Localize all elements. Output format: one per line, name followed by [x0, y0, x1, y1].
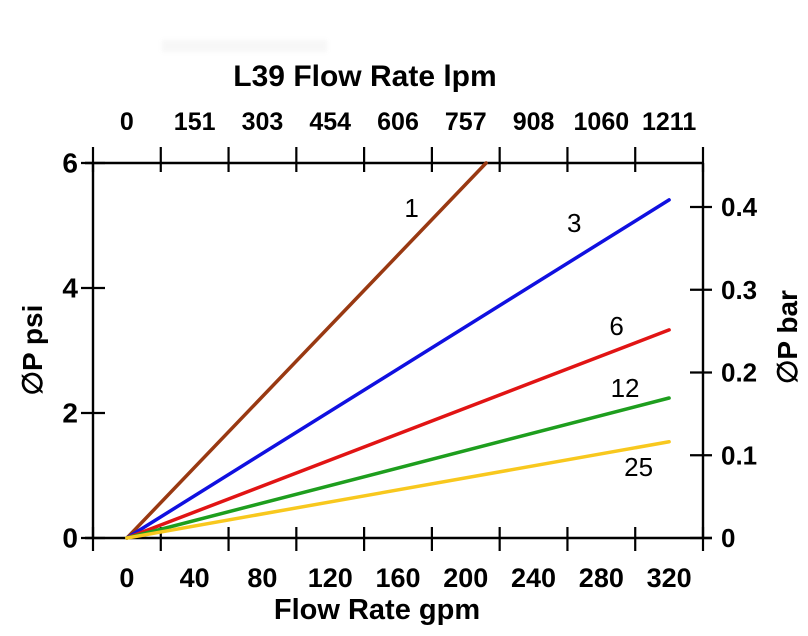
bottom-axis-tick-label: 280	[579, 563, 624, 593]
top-axis-tick-label: 454	[309, 108, 351, 136]
top-axis-tick-label: 151	[174, 108, 216, 136]
y-axis-title-left: ∅P psi	[16, 304, 48, 396]
top-axis-tick-label: 908	[513, 108, 555, 136]
bottom-axis-tick-label: 320	[647, 563, 692, 593]
faint-watermark-remnant	[162, 40, 327, 52]
curve-label-12: 12	[611, 373, 640, 403]
x-axis-title-bottom: Flow Rate gpm	[273, 594, 481, 626]
bottom-axis-tick-label: 40	[180, 563, 210, 593]
bottom-axis-tick-label: 160	[375, 563, 420, 593]
chart-title: L39 Flow Rate lpm	[233, 60, 497, 93]
curve-cv-1	[125, 161, 488, 540]
top-axis-tick-label: 1211	[642, 108, 696, 136]
curve-label-25: 25	[624, 452, 653, 482]
curve-cv-6	[125, 328, 671, 540]
left-axis-tick-label: 2	[62, 398, 78, 429]
top-axis-tick-label: 303	[242, 108, 284, 136]
right-axis-tick-label: 0.1	[721, 440, 757, 470]
top-axis-tick-label: 1060	[574, 108, 630, 136]
bottom-axis-tick-label: 80	[247, 563, 277, 593]
bottom-axis-tick-label: 200	[443, 563, 488, 593]
curve-cv-3	[125, 198, 671, 540]
curve-label-6: 6	[609, 311, 623, 341]
curve-label-3: 3	[567, 208, 581, 238]
left-axis-tick-label: 4	[62, 273, 78, 304]
curve-cv-12	[125, 396, 671, 540]
top-axis-tick-label: 757	[445, 108, 487, 136]
curve-label-1: 1	[404, 193, 418, 223]
bottom-axis-tick-label: 0	[119, 563, 134, 593]
top-axis-tick-label: 0	[120, 108, 134, 136]
left-axis-tick-label: 0	[62, 523, 78, 554]
y-axis-title-right: ∅P bar	[771, 290, 803, 384]
left-axis-tick-label: 6	[62, 148, 78, 179]
right-axis-tick-label: 0.4	[721, 192, 758, 222]
bottom-axis-tick-label: 240	[511, 563, 556, 593]
right-axis-tick-label: 0.2	[721, 358, 757, 388]
bottom-axis-tick-label: 120	[308, 563, 353, 593]
right-axis-tick-label: 0	[721, 523, 735, 553]
top-axis-tick-label: 606	[377, 108, 419, 136]
curve-cv-25	[125, 440, 671, 540]
right-axis-tick-label: 0.3	[721, 275, 757, 305]
